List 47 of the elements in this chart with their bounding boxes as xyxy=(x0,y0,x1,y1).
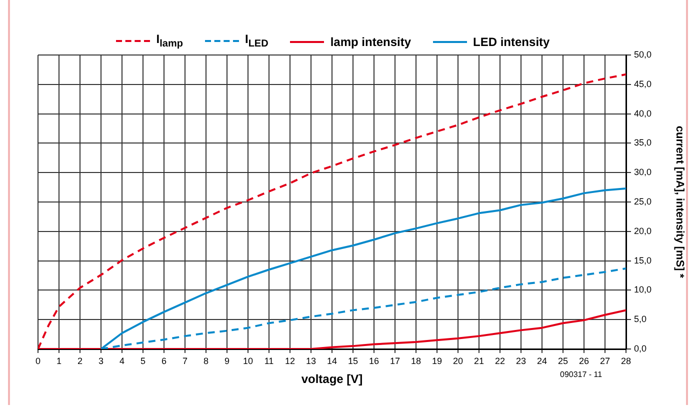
x-tick-label: 26 xyxy=(578,356,590,366)
x-tick-label: 5 xyxy=(140,356,146,366)
x-tick-label: 11 xyxy=(264,356,274,366)
legend-label: I$_{LED}$ xyxy=(244,32,268,50)
x-tick-label: 0 xyxy=(35,356,41,366)
x-tick-label: 2 xyxy=(77,356,83,366)
x-tick-label: 13 xyxy=(306,356,316,366)
legend-label: lamp intensity xyxy=(330,35,412,50)
x-tick-label: 25 xyxy=(558,356,568,366)
x-tick-label: 28 xyxy=(620,356,632,366)
x-tick-label: 12 xyxy=(284,356,296,366)
x-tick-label: 6 xyxy=(161,356,167,366)
x-tick-label: 20 xyxy=(452,356,464,366)
y-tick-label: 30,0 xyxy=(634,167,652,178)
y-tick-label: 5,0 xyxy=(634,314,647,324)
x-tick-label: 8 xyxy=(203,356,209,366)
x-tick-label: 3 xyxy=(98,356,104,366)
y-tick-label: 25,0 xyxy=(634,196,652,206)
x-tick-label: 9 xyxy=(224,356,230,366)
y-tick-label: 45,0 xyxy=(634,78,652,89)
y-tick-label: 15,0 xyxy=(634,255,652,266)
y-axis-title: current [mA], intensity [mS] * xyxy=(673,126,686,279)
x-tick-label: 22 xyxy=(494,356,506,366)
y-tick-label: 10,0 xyxy=(634,284,652,295)
y-tick-label: 0,0 xyxy=(634,343,647,354)
x-tick-label: 23 xyxy=(516,356,526,366)
y-tick-label: 20,0 xyxy=(634,226,652,236)
x-tick-label: 10 xyxy=(242,356,254,366)
legend-label: LED intensity xyxy=(473,35,550,50)
x-tick-label: 1 xyxy=(56,356,62,366)
y-tick-label: 50,0 xyxy=(634,49,652,60)
x-tick-label: 19 xyxy=(432,356,442,366)
x-tick-label: 17 xyxy=(390,356,400,366)
x-tick-label: 18 xyxy=(410,356,422,366)
x-tick-label: 24 xyxy=(536,356,548,366)
x-tick-label: 14 xyxy=(326,356,338,366)
x-tick-label: 7 xyxy=(182,356,188,366)
x-tick-label: 16 xyxy=(368,356,380,366)
text: 090317 - 11 xyxy=(560,370,602,379)
y-tick-label: 40,0 xyxy=(634,108,652,118)
legend-label: I$_{lamp}$ xyxy=(156,32,183,50)
x-axis-title: voltage [V] xyxy=(301,372,363,386)
x-tick-label: 21 xyxy=(474,356,484,366)
x-tick-label: 15 xyxy=(348,356,358,366)
x-tick-label: 27 xyxy=(600,356,610,366)
y-tick-label: 35,0 xyxy=(634,138,652,148)
x-tick-label: 4 xyxy=(119,356,125,366)
